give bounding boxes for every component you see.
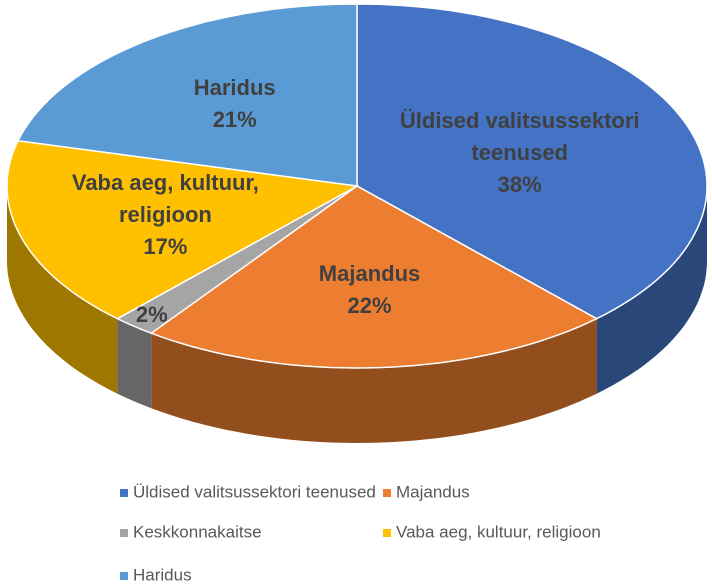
data-label-name: Haridus [193,75,276,101]
legend-label: Keskkonnakaitse [133,522,262,541]
data-label-value: 21% [212,107,257,133]
slice-side [151,318,597,443]
slice-side [596,186,707,394]
slice-top [356,3,708,320]
data-label-value: 38% [497,171,542,197]
data-label-box: Majandus 22% [250,230,490,350]
legend-label: Majandus [396,482,470,501]
slice-side [117,318,152,409]
legend-marker [120,529,128,537]
legend-label: Haridus [133,565,192,584]
data-label-box: 2% [32,255,272,375]
data-label-value: 2% [135,302,168,327]
legend-marker [383,529,391,537]
data-label: Majandus 22% [250,230,490,350]
data-label-box: Haridus 21% [115,44,355,164]
legend-label: Vaba aeg, kultuur, religioon [396,522,601,541]
slice [6,139,360,394]
data-label: Haridus 21% [115,44,355,164]
slice-top [16,3,358,187]
data-label-box: Üldised valitsussektori teenused 38% [400,93,640,213]
slice-top [6,139,360,320]
slice [16,3,358,187]
legend-marker [120,572,128,580]
data-label-value: 22% [347,292,392,318]
data-label: 2% [32,255,272,375]
slice-side [7,186,118,394]
legend-marker [120,489,128,497]
legend-label: Üldised valitsussektori teenused [133,482,376,501]
data-label-value: 17% [143,233,188,259]
data-label: Vaba aeg, kultuur, religioon 17% [45,155,285,275]
slice [149,185,599,443]
data-label-name: Vaba aeg, kultuur, religioon [71,169,259,227]
legend-marker [383,489,391,497]
data-label-box: Vaba aeg, kultuur, religioon 17% [45,155,285,275]
data-label: Üldised valitsussektori teenused 38% [400,93,640,213]
slice [115,185,358,409]
slice-top [149,185,599,369]
data-label-name: Majandus [318,260,421,286]
data-label-name: Üldised valitsussektori teenused [399,107,640,165]
slice [356,3,708,394]
